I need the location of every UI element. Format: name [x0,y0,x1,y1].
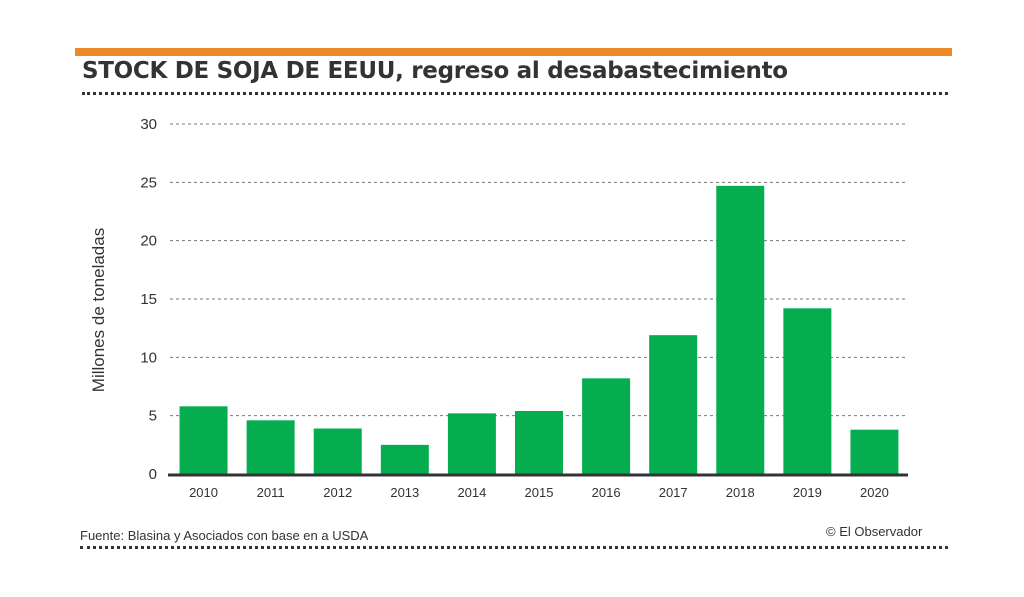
title-divider [82,92,948,95]
y-axis-label: Millones de toneladas [89,228,108,392]
y-tick-label: 10 [140,349,157,366]
y-tick-label: 30 [140,116,157,133]
copyright-credit: © El Observador [826,524,923,539]
x-tick-label: 2012 [323,485,352,500]
bar-2013 [380,444,429,474]
x-tick-label: 2020 [860,485,889,500]
source-note: Fuente: Blasina y Asociados con base en … [80,528,369,543]
x-tick-label: 2019 [793,485,822,500]
y-tick-label: 5 [149,408,157,425]
accent-bar [75,48,952,56]
x-tick-label: 2014 [457,485,486,500]
bar-2017 [649,335,698,474]
y-tick-label: 25 [140,174,157,191]
bar-2016 [582,378,631,474]
x-axis-ticks: 2010 2011 2012 2013 2014 2015 2016 2017 2018 2019… [189,485,889,500]
bar-2012 [313,428,362,474]
bar-2011 [246,420,295,474]
bar-2018 [716,185,765,475]
bar-2019 [783,308,832,474]
bar-2020 [850,429,899,474]
footer-divider [80,546,948,549]
y-tick-label: 0 [149,466,157,483]
y-tick-label: 15 [140,291,157,308]
bar-2015 [515,411,563,474]
bar-2014 [447,413,496,474]
x-tick-label: 2015 [525,485,554,500]
bars [179,185,899,475]
x-tick-label: 2011 [257,485,285,500]
x-tick-label: 2013 [390,485,419,500]
y-axis-ticks: 0 5 10 15 20 25 30 [140,116,157,483]
bar-2010 [179,406,228,474]
x-tick-label: 2016 [592,485,621,500]
y-tick-label: 20 [140,233,157,250]
chart-title: STOCK DE SOJA DE EEUU, regreso al desaba… [82,58,788,84]
x-tick-label: 2018 [726,485,755,500]
x-tick-label: 2010 [189,485,218,500]
x-tick-label: 2017 [659,485,688,500]
